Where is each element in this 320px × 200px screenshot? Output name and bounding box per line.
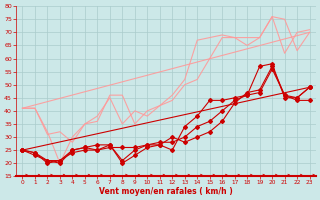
X-axis label: Vent moyen/en rafales ( km/h ): Vent moyen/en rafales ( km/h ) — [99, 187, 233, 196]
